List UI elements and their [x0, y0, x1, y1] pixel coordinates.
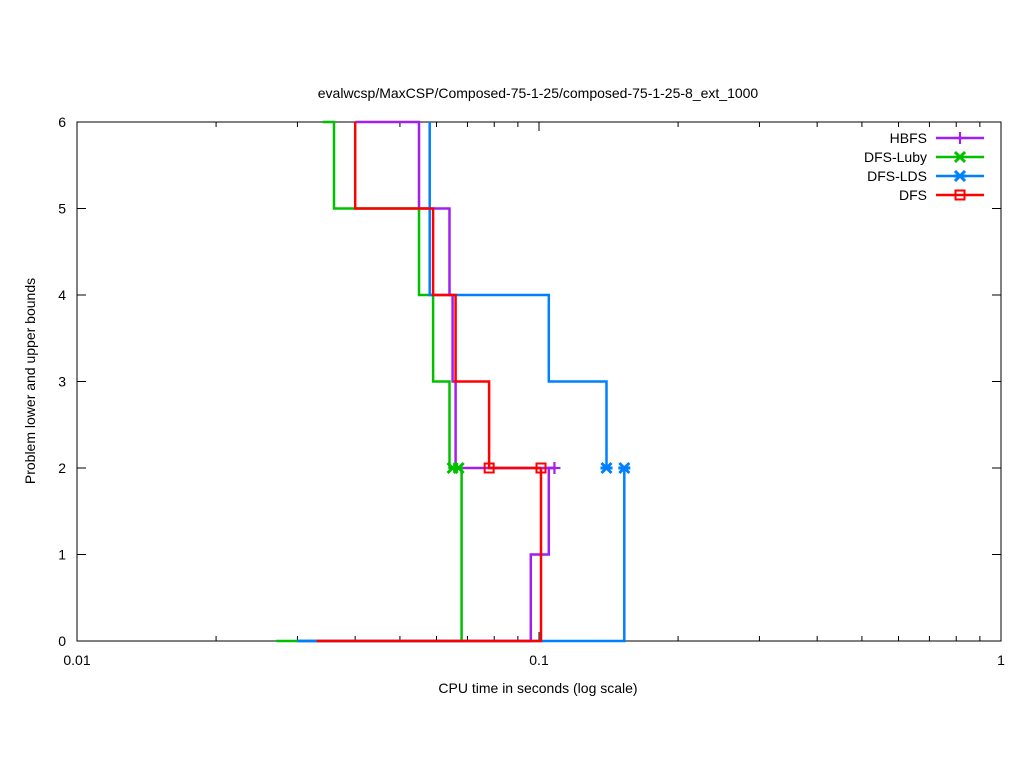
- series-dfs-luby-point: [452, 461, 465, 475]
- y-tick-label: 4: [58, 287, 66, 303]
- x-axis-label: CPU time in seconds (log scale): [438, 680, 637, 696]
- x-tick-label: 1: [997, 652, 1005, 668]
- plot-frame-group: [76, 121, 1002, 642]
- series-dfs-upper-line: [353, 122, 541, 470]
- marker-stroke: [953, 150, 967, 164]
- legend-item-dfs-lds: DFS-LDS: [867, 168, 984, 184]
- series-hbfs-lower-line: [297, 466, 555, 643]
- series-hbfs-point: [548, 462, 561, 474]
- legend-label-hbfs: HBFS: [890, 130, 927, 146]
- legend-label-dfs-lds: DFS-LDS: [867, 168, 927, 184]
- y-tick-label: 2: [58, 460, 66, 476]
- y-tick-label: 6: [58, 114, 66, 130]
- series-dfs-point: [483, 462, 495, 474]
- marker-stroke: [954, 189, 966, 201]
- y-tick-label: 3: [58, 374, 66, 390]
- legend-item-dfs: DFS: [899, 187, 984, 203]
- legend-item-dfs-luby: DFS-Luby: [864, 149, 984, 165]
- x-tick-label: 0.01: [63, 652, 90, 668]
- plot-frame: [76, 121, 1002, 642]
- y-tick-label: 0: [58, 633, 66, 649]
- legend-marker-dfs-lds: [953, 169, 967, 183]
- marker-stroke: [535, 462, 547, 474]
- chart-title: evalwcsp/MaxCSP/Composed-75-1-25/compose…: [318, 85, 759, 101]
- series-dfs-luby-upper-line: [322, 120, 459, 470]
- x-tick-label: 0.1: [529, 652, 549, 668]
- legend-label-dfs-luby: DFS-Luby: [864, 149, 927, 165]
- legend-label-dfs: DFS: [899, 187, 927, 203]
- series-group: [276, 120, 631, 643]
- y-axis-label: Problem lower and upper bounds: [22, 278, 38, 484]
- series-dfs-lds-point: [618, 461, 631, 475]
- y-tick-label: 5: [58, 201, 66, 217]
- tick-group: 0 1 2 3 4 5 6 0.01 0.1 1: [58, 114, 1005, 668]
- series-dfs-luby-lower-line: [276, 466, 463, 643]
- legend-marker-hbfs: [954, 132, 966, 144]
- legend-item-hbfs: HBFS: [890, 130, 984, 146]
- series-dfs-lds-upper-line: [428, 122, 608, 468]
- legend-marker-dfs-luby: [953, 150, 967, 164]
- marker-stroke: [452, 461, 465, 475]
- legend-marker-dfs: [954, 189, 966, 201]
- legend: HBFS DFS-Luby DFS-LDS DFS: [864, 130, 984, 203]
- series-dfs-point: [535, 462, 547, 474]
- marker-stroke: [483, 462, 495, 474]
- series-dfs-lower-line: [316, 468, 543, 643]
- y-tick-label: 1: [58, 547, 66, 563]
- series-dfs-lds-point: [600, 461, 613, 475]
